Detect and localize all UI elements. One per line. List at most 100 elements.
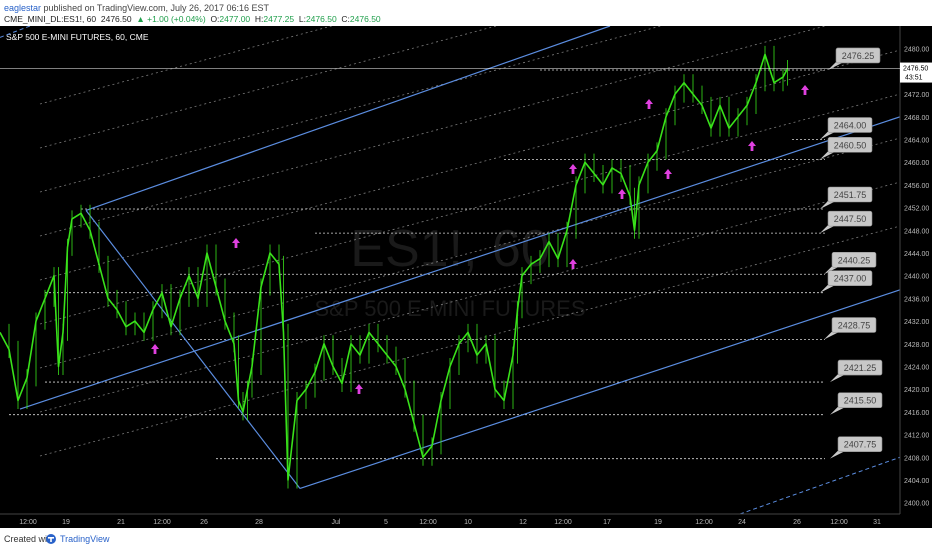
upper-extension-line [0,25,31,38]
level-label-text: 2451.75 [834,190,867,200]
time-tick-label: 12:00 [153,519,171,526]
level-label-text: 2428.75 [838,321,871,331]
up-arrow-shape [748,141,756,151]
author-link[interactable]: eaglestar [4,3,42,13]
price-tick-label: 2400.00 [904,501,929,508]
signal-arrows [151,85,809,394]
upper-channel-line [85,25,611,211]
level-label-text: 2447.50 [834,214,867,224]
tradingview-brand[interactable]: TradingView [60,534,110,544]
level-label-text: 2460.50 [834,140,867,150]
price-tick-label: 2480.00 [904,47,929,54]
price-box-value: 2476.50 [903,66,928,73]
label-pointer [820,284,836,293]
pitchfork-handle [85,210,301,489]
open-value: 2477.00 [219,14,251,24]
price-tick-label: 2404.00 [904,478,929,485]
label-box [827,210,873,227]
label-box [827,137,873,153]
horizontal-levels [9,69,825,460]
up-arrow-shape [569,164,577,174]
price-tick-label: 2408.00 [904,455,929,462]
price-tick-label: 2428.00 [904,342,929,349]
time-tick-label: 28 [255,519,263,526]
time-tick-label: Jul [332,519,341,526]
median-line [19,116,901,410]
up-arrow-icon [569,164,577,174]
label-pointer [830,374,846,383]
label-pointer [820,151,836,160]
label-box [837,359,883,376]
level-label: 2407.75 [830,436,883,459]
price-tick-label: 2448.00 [904,228,929,235]
footer: Created with TradingView [0,528,932,550]
up-arrow-shape [801,85,809,95]
price-line [0,53,789,481]
label-pointer [820,201,836,209]
publish-line: eaglestar published on TradingView.com, … [4,3,269,13]
time-tick-label: 17 [603,519,611,526]
time-axis[interactable]: 12:00 19 21 12:00 26 28 Jul 5 12:00 10 12 12:00 17 19… [0,513,900,526]
label-pointer [830,450,846,459]
lower-extension-line [739,456,901,515]
level-labels: 2476.25 2464.00 2460.50 2451.75 2447.50 2440.… [820,47,883,459]
label-box [827,270,873,286]
level-label: 2447.50 [820,210,873,234]
up-arrow-icon [645,99,653,109]
high-label: H: [254,14,264,24]
label-box [831,317,877,333]
dotted-channel-line [39,225,901,457]
pitchfork-channel[interactable] [0,25,901,515]
current-price-box: 2476.50 43:51 [0,62,932,83]
level-label-text: 2476.25 [842,51,875,61]
price-tick-label: 2460.00 [904,160,929,167]
price-tick-label: 2440.00 [904,274,929,281]
dotted-channel-line [39,49,901,281]
level-label: 2460.50 [820,137,873,160]
ohlc-line: CME_MINI_DL:ES1!, 60 2476.50 ▲ +1.00 (+0… [4,14,381,24]
up-arrow-shape [618,189,626,199]
close-value: 2476.50 [349,14,381,24]
label-box [827,186,873,203]
time-tick-label: 31 [873,519,881,526]
dotted-channel-line [39,5,901,237]
lower-channel-line [299,289,901,490]
dotted-channel-line [39,137,901,369]
watermark-ticker: ES1!, 60 [350,220,549,278]
chart-area[interactable]: ES1!, 60 S&P 500 E-MINI FUTURES S&P 500 … [0,0,932,528]
open-label: O: [210,14,220,24]
chart-background [0,26,932,528]
level-label-text: 2415.50 [844,396,877,406]
up-arrow-shape [355,384,363,394]
level-label-text: 2421.25 [844,363,877,373]
up-arrow-icon [232,238,240,248]
time-tick-label: 12:00 [19,519,37,526]
up-arrow-icon [801,85,809,95]
price-chart[interactable]: ES1!, 60 S&P 500 E-MINI FUTURES S&P 500 … [0,0,932,528]
dotted-channel-line [39,0,595,149]
symbol-label: CME_MINI_DL:ES1!, 60 [4,14,97,24]
time-tick-label: 24 [738,519,746,526]
level-label: 2421.25 [830,359,883,383]
up-arrow-shape [645,99,653,109]
label-box [837,392,883,408]
last-price: 2476.50 [100,14,132,24]
level-label: 2464.00 [820,117,873,140]
time-tick-label: 12:00 [554,519,572,526]
price-axis[interactable]: 2480.002476.002472.002468.002464.002460.… [899,26,932,528]
low-value: 2476.50 [305,14,337,24]
up-arrow-icon [748,141,756,151]
price-tick-label: 2472.00 [904,92,929,99]
level-label: 2451.75 [820,186,873,209]
tradingview-logo-icon [46,534,56,544]
time-tick-label: 19 [62,519,70,526]
high-value: 2477.25 [263,14,295,24]
price-tick-label: 2464.00 [904,137,929,144]
dotted-channel-line [39,181,901,413]
up-arrow-icon [618,189,626,199]
level-label-text: 2464.00 [834,120,867,130]
chart-header: eaglestar published on TradingView.com, … [0,0,932,26]
price-tick-label: 2424.00 [904,364,929,371]
price-tick-label: 2416.00 [904,410,929,417]
label-box [831,251,877,268]
